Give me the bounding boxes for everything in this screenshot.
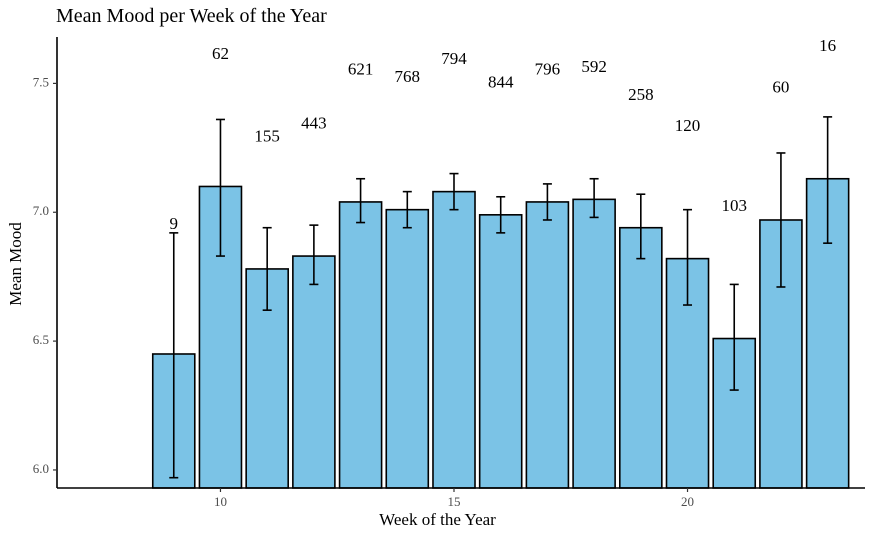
count-label-week-16: 844 — [488, 72, 514, 91]
count-labels-layer: 9 62 155 443 621 768 794 844 796 592 258 120 103 60 16 — [170, 36, 837, 233]
count-label-week-19: 258 — [628, 85, 654, 104]
bar-week-15 — [432, 190, 476, 489]
error-bars-layer — [169, 116, 833, 479]
count-label-week-12: 443 — [301, 114, 327, 133]
bar-week-12 — [292, 255, 336, 489]
count-label-week-10: 62 — [212, 44, 229, 63]
count-label-week-23: 16 — [819, 36, 836, 55]
y-tick-label: 7.5 — [33, 74, 49, 89]
chart-title: Mean Mood per Week of the Year — [56, 5, 327, 27]
bar-week-17 — [525, 201, 570, 489]
x-tick-label: 10 — [214, 494, 227, 509]
y-axis-label: Mean Mood — [6, 222, 25, 306]
bar-week-18 — [572, 198, 616, 489]
count-label-week-21: 103 — [721, 196, 747, 215]
bar-week-13 — [338, 201, 383, 489]
y-tick-label: 6.5 — [33, 332, 49, 347]
bar-week-16 — [478, 214, 523, 489]
count-label-week-13: 621 — [348, 59, 374, 78]
count-label-week-20: 120 — [675, 116, 701, 135]
x-tick-label: 15 — [447, 494, 460, 509]
count-label-week-15: 794 — [441, 49, 467, 68]
x-tick-label: 20 — [681, 494, 694, 509]
count-label-week-18: 592 — [581, 57, 607, 76]
x-axis-label: Week of the Year — [379, 510, 496, 529]
bar-week-14 — [385, 208, 430, 489]
y-tick-label: 7.0 — [33, 203, 49, 218]
count-label-week-9: 9 — [170, 214, 179, 233]
bar-week-19 — [618, 226, 663, 489]
count-label-week-14: 768 — [395, 67, 421, 86]
count-label-week-22: 60 — [772, 77, 789, 96]
y-tick-label: 6.0 — [33, 461, 49, 476]
axes-layer: 6.0 6.5 7.0 7.5 10 15 20 — [33, 37, 865, 509]
count-label-week-11: 155 — [254, 126, 280, 145]
count-label-week-17: 796 — [535, 59, 561, 78]
